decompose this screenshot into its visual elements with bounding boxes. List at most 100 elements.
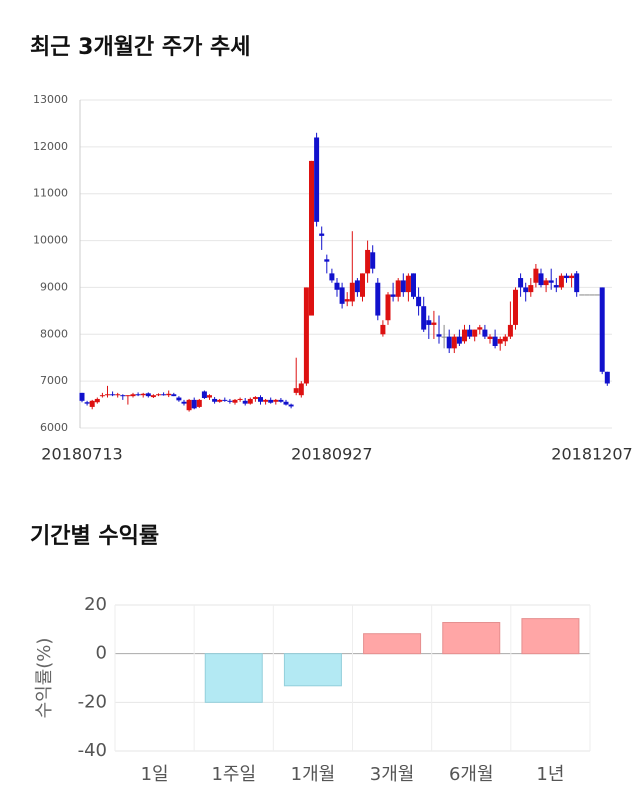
chart-title: 기간별 수익률 <box>30 524 159 549</box>
candle-body <box>303 287 309 384</box>
candle-body <box>574 273 580 293</box>
candle-body <box>446 336 452 349</box>
candle-body <box>538 273 544 286</box>
chart-title: 최근 3개월간 주가 추세 <box>30 35 250 60</box>
candle-body <box>105 394 110 396</box>
x-tick-label: 20180927 <box>291 445 372 464</box>
candle-body <box>237 398 243 400</box>
candle-body <box>543 280 549 286</box>
candle-body <box>456 336 462 344</box>
candle-body <box>135 394 141 396</box>
candle-body <box>314 137 320 222</box>
candle-body <box>528 285 534 293</box>
candle-body <box>395 280 401 297</box>
y-axis-label: 수익률(%) <box>34 638 55 719</box>
candle-body <box>186 399 192 411</box>
bar <box>283 653 342 687</box>
candle-body <box>360 273 365 297</box>
candle-body <box>431 322 437 325</box>
candle-body <box>385 294 391 321</box>
candle-body <box>416 296 422 307</box>
candle-body <box>278 399 284 402</box>
candle-body <box>589 294 595 296</box>
candle-body <box>507 324 513 337</box>
candle-body <box>584 294 590 296</box>
candle-body <box>594 294 600 296</box>
x-tick-label: 6개월 <box>449 764 494 785</box>
candle-body <box>145 393 151 397</box>
candle-body <box>319 233 325 236</box>
candle-body <box>309 160 314 316</box>
candle-body <box>477 327 483 330</box>
candle-body <box>334 282 340 290</box>
candle-body <box>421 306 427 330</box>
candle-body <box>252 397 258 399</box>
candle-body <box>207 395 212 398</box>
y-tick-label: 0 <box>96 643 107 664</box>
candle-body <box>451 336 457 349</box>
candle-body <box>518 278 524 288</box>
x-tick-label: 1년 <box>536 764 564 785</box>
candle-body <box>191 399 197 409</box>
y-tick-label: 20 <box>84 594 107 615</box>
y-tick-label: 12000 <box>33 140 68 153</box>
candle-body <box>222 399 228 401</box>
candle-body <box>273 399 279 402</box>
candle-body <box>405 275 411 293</box>
candle-body <box>258 397 263 402</box>
candle-body <box>79 392 85 401</box>
candle-body <box>150 395 156 398</box>
candle-body <box>161 394 167 396</box>
candle-body <box>242 400 248 404</box>
candle-body <box>99 395 105 397</box>
candle-body <box>380 324 386 335</box>
candle-body <box>232 399 238 403</box>
candle-body <box>436 334 442 337</box>
candle-body <box>365 249 371 274</box>
candle-body <box>176 397 182 401</box>
x-tick-label: 3개월 <box>370 764 415 785</box>
candle-body <box>390 294 396 297</box>
y-tick-label: 9000 <box>40 280 68 293</box>
candle-body <box>375 282 381 316</box>
candle-body <box>579 294 585 296</box>
y-tick-label: -40 <box>78 740 107 761</box>
candle-body <box>564 275 569 279</box>
candle-body <box>247 398 253 404</box>
candle-body <box>462 329 467 342</box>
candle-body <box>569 275 575 279</box>
candle-body <box>84 402 90 404</box>
x-tick-label: 20180713 <box>41 445 122 464</box>
y-tick-label: 10000 <box>33 234 68 247</box>
y-tick-label: -20 <box>78 691 107 712</box>
y-tick-label: 7000 <box>40 374 68 387</box>
candle-body <box>181 401 187 404</box>
candle-body <box>283 401 289 405</box>
candle-body <box>156 394 161 396</box>
candle-body <box>370 252 376 269</box>
candle-body <box>467 329 473 337</box>
candle-body <box>288 404 294 407</box>
candle-body <box>140 393 146 396</box>
x-tick-label: 1개월 <box>291 764 336 785</box>
candle-body <box>201 391 207 399</box>
bar <box>363 633 422 655</box>
candle-body <box>339 287 345 304</box>
candle-body <box>472 329 478 337</box>
bar <box>521 618 580 655</box>
candle-body <box>130 394 136 397</box>
candle-body <box>263 399 269 402</box>
candle-body <box>120 395 126 397</box>
candle-body <box>533 268 539 283</box>
candle-body <box>441 336 447 338</box>
x-tick-label: 1주일 <box>211 764 256 785</box>
candle-body <box>293 388 299 393</box>
candle-body <box>196 399 202 407</box>
candle-body <box>110 394 116 396</box>
candle-body <box>94 398 100 403</box>
candle-body <box>513 289 518 325</box>
candle-body <box>227 400 233 402</box>
candle-body <box>548 280 554 283</box>
bar <box>204 653 263 703</box>
candle-body <box>212 398 218 402</box>
